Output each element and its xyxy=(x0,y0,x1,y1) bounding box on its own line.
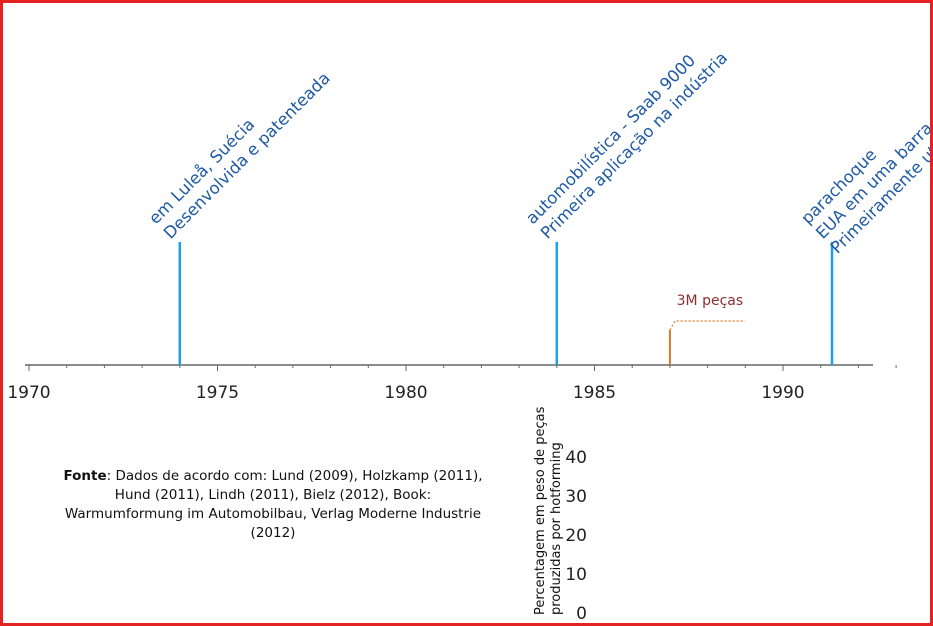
y-axis-label: Percentagem em peso de peças xyxy=(533,406,548,615)
year-label: 1985 xyxy=(573,383,616,403)
y-tick-label: 40 xyxy=(565,448,587,468)
source-note: Fonte: Dados de acordo com: Lund (2009),… xyxy=(63,467,483,543)
year-label: 1990 xyxy=(761,383,804,403)
year-label: 1970 xyxy=(7,383,50,403)
year-label: 1975 xyxy=(196,383,239,403)
y-tick-label: 10 xyxy=(565,565,587,585)
y-tick-label: 30 xyxy=(565,487,587,507)
milestone-label: automobilística - Saab 9000 xyxy=(522,51,699,228)
year-label: 1980 xyxy=(384,383,427,403)
y-tick-label: 20 xyxy=(565,526,587,546)
milestone-label: Primeira aplicação na indústria xyxy=(537,48,731,242)
y-tick-label: 0 xyxy=(576,604,587,623)
source-text: : Dados de acordo com: Lund (2009), Holz… xyxy=(64,468,483,541)
production-label: 3M peças xyxy=(677,293,744,309)
source-label: Fonte xyxy=(63,468,107,484)
production-leader xyxy=(669,320,745,331)
y-axis-label: produzidas por hotforming xyxy=(549,442,564,615)
timeline-diagram: 1970197519801985199019952000200520102015… xyxy=(7,48,930,623)
milestone-label: Desenvolvida e patenteada xyxy=(160,69,334,243)
